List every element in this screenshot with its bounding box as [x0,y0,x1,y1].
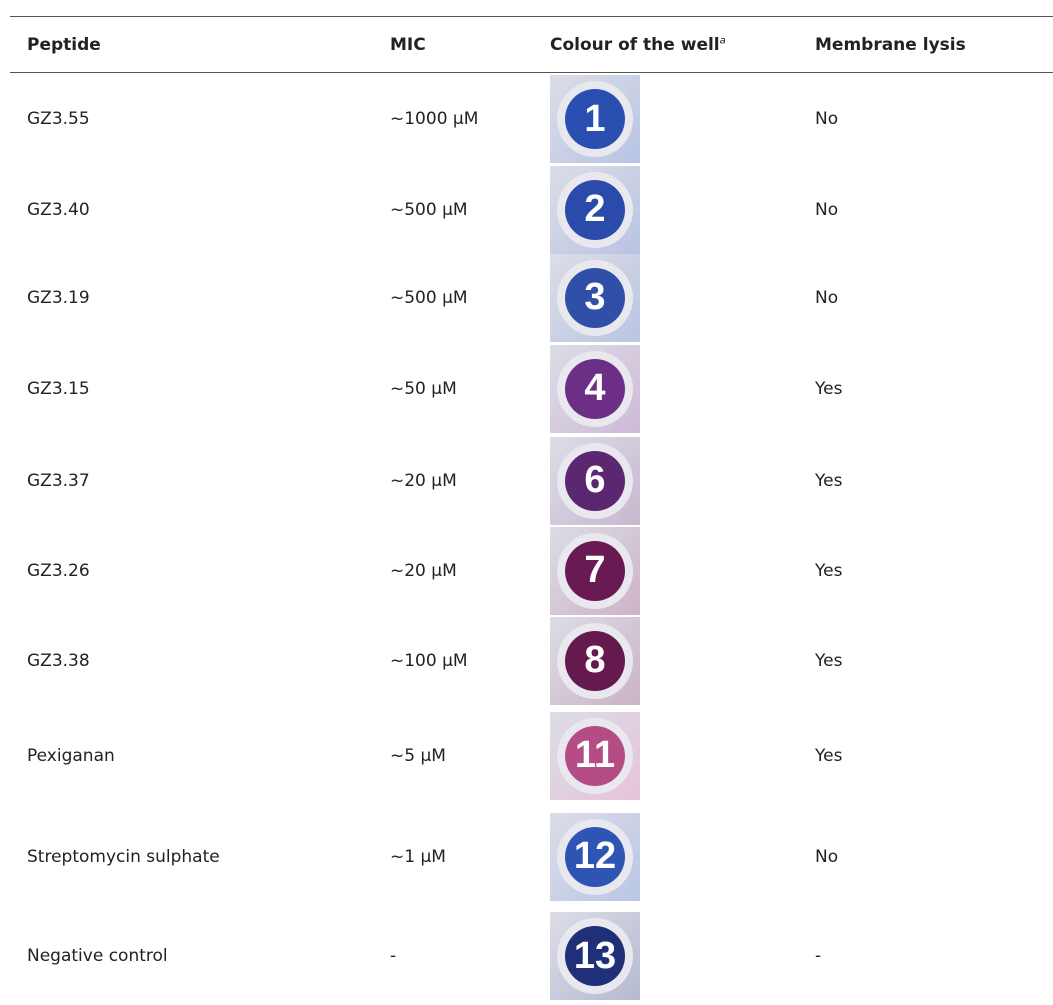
lysis-cell: No [815,199,839,220]
well-ring: 11 [557,717,633,794]
well-cell: 7 [550,526,815,616]
table-row: GZ3.40 ~500 µM 2 No [10,165,1053,254]
well-ring: 2 [557,171,633,248]
mic-cell: ~1 µM [390,846,446,867]
header-cell: Colour of the wella [550,16,815,73]
well-number: 3 [565,267,625,328]
well-ring: 4 [557,350,633,427]
well-cell: 2 [550,165,815,254]
mic-cell: ~20 µM [390,470,457,491]
header-cell: Peptide [10,16,390,73]
footnote-mark: a [719,34,726,46]
mic-cell: - [390,946,397,966]
mic-cell: ~1000 µM [390,109,479,130]
peptide-cell: GZ3.38 [27,650,90,671]
peptide-cell: GZ3.19 [27,287,90,308]
well-number: 6 [565,450,625,511]
well-image: 11 [550,711,640,800]
peptide-cell: Negative control [27,946,168,966]
well-ring: 13 [557,918,633,994]
well-number: 4 [565,358,625,419]
mic-cell: ~5 µM [390,745,446,766]
well-cell: 8 [550,616,815,706]
well-ring: 7 [557,532,633,609]
lysis-cell: Yes [815,745,843,766]
peptide-cell: Pexiganan [27,745,115,766]
peptide-cell: GZ3.37 [27,470,90,491]
table-body: GZ3.55 ~1000 µM 1 No GZ3.40 ~500 µM 2 No GZ3.19 ~… [10,73,1053,1005]
peptide-cell: GZ3.40 [27,199,90,220]
lysis-cell: Yes [815,470,843,491]
table-row: GZ3.26 ~20 µM 7 Yes [10,526,1053,616]
table-row: GZ3.37 ~20 µM 6 Yes [10,436,1053,526]
table-row: GZ3.19 ~500 µM 3 No [10,253,1053,342]
header-cell: MIC [390,16,550,73]
header-row: Peptide MIC Colour of the wella Membrane ly… [10,16,1053,73]
well-number: 1 [565,89,625,150]
well-cell: 13 [550,908,815,1005]
header-text: Membrane lysis [815,34,966,55]
table-row: GZ3.15 ~50 µM 4 Yes [10,342,1053,436]
well-ring: 1 [557,81,633,158]
well-ring: 12 [557,818,633,895]
well-image: 8 [550,616,640,705]
mic-cell: ~20 µM [390,560,457,581]
well-number: 11 [565,725,625,786]
table-row: GZ3.55 ~1000 µM 1 No [10,73,1053,166]
well-cell: 1 [550,73,815,166]
well-number: 2 [565,179,625,240]
well-ring: 3 [557,259,633,336]
lysis-cell: No [815,846,839,867]
lysis-cell: No [815,109,839,130]
peptide-cell: GZ3.15 [27,378,90,399]
lysis-cell: Yes [815,560,843,581]
table-row: Streptomycin sulphate ~1 µM 12 No [10,806,1053,908]
lysis-cell: - [815,946,822,966]
table-row: Negative control - 13 - [10,908,1053,1005]
table-row: GZ3.38 ~100 µM 8 Yes [10,616,1053,706]
well-ring: 6 [557,442,633,519]
well-image: 3 [550,253,640,342]
mic-cell: ~500 µM [390,199,468,220]
well-image: 13 [550,912,640,1000]
well-cell: 3 [550,253,815,342]
well-number: 8 [565,630,625,691]
well-cell: 4 [550,342,815,436]
well-cell: 6 [550,436,815,526]
peptide-cell: Streptomycin sulphate [27,846,220,867]
lysis-cell: Yes [815,650,843,671]
header-text: MIC [390,34,426,55]
well-image: 4 [550,344,640,433]
peptide-cell: GZ3.55 [27,109,90,130]
mic-cell: ~500 µM [390,287,468,308]
lysis-cell: Yes [815,378,843,399]
mic-cell: ~50 µM [390,378,457,399]
peptide-cell: GZ3.26 [27,560,90,581]
well-image: 12 [550,812,640,901]
well-cell: 11 [550,706,815,806]
well-image: 7 [550,526,640,615]
well-number: 12 [565,826,625,887]
well-image: 6 [550,436,640,525]
well-image: 2 [550,165,640,254]
well-ring: 8 [557,622,633,699]
lysis-cell: No [815,287,839,308]
header-cell: Membrane lysis [815,16,1053,73]
well-cell: 12 [550,806,815,908]
header-text: Colour of the well [550,34,720,55]
mic-cell: ~100 µM [390,650,468,671]
header-text: Peptide [27,34,101,55]
well-image: 1 [550,75,640,164]
well-number: 13 [565,926,625,986]
well-number: 7 [565,540,625,601]
results-table: Peptide MIC Colour of the wella Membrane ly… [10,16,1053,1005]
table-row: Pexiganan ~5 µM 11 Yes [10,706,1053,806]
